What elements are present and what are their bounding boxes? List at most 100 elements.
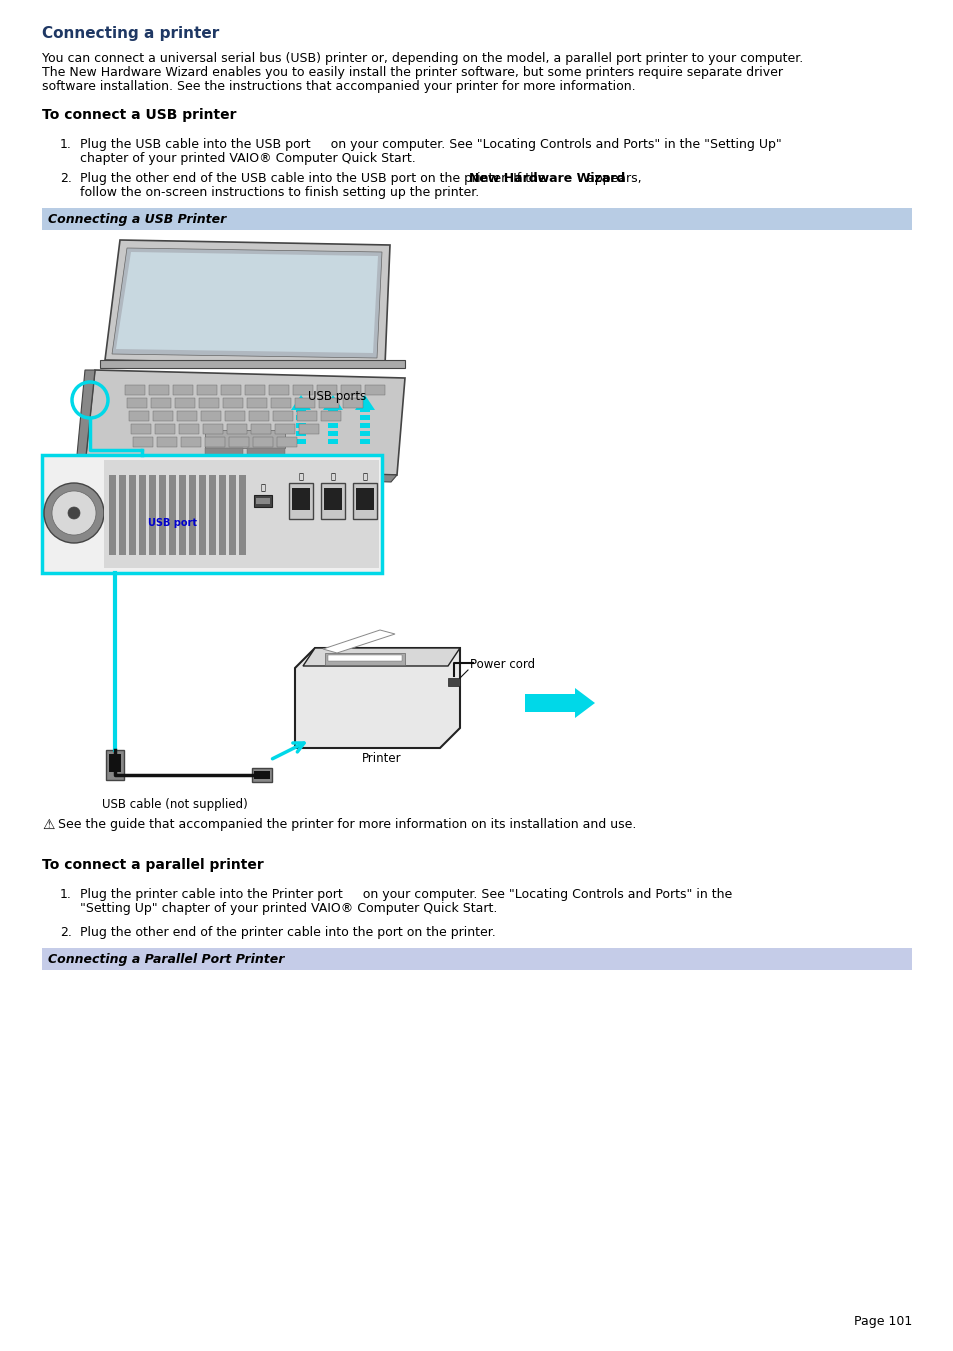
- Bar: [205, 430, 285, 449]
- Bar: [253, 494, 272, 507]
- Bar: [109, 754, 121, 771]
- Bar: [253, 771, 270, 780]
- Bar: [127, 399, 147, 408]
- Bar: [119, 476, 126, 555]
- Text: chapter of your printed VAIO® Computer Quick Start.: chapter of your printed VAIO® Computer Q…: [80, 153, 416, 165]
- Bar: [295, 407, 306, 412]
- Polygon shape: [294, 648, 459, 748]
- Bar: [42, 948, 911, 970]
- Bar: [131, 424, 151, 434]
- Bar: [109, 476, 116, 555]
- Bar: [199, 476, 206, 555]
- Bar: [249, 411, 269, 422]
- Bar: [125, 385, 145, 394]
- Bar: [274, 424, 294, 434]
- Bar: [42, 455, 381, 573]
- Bar: [295, 439, 306, 444]
- Bar: [295, 431, 306, 436]
- Bar: [219, 476, 226, 555]
- Bar: [251, 424, 271, 434]
- Bar: [359, 423, 370, 428]
- Polygon shape: [112, 249, 381, 358]
- Text: New Hardware Wizard: New Hardware Wizard: [468, 172, 624, 185]
- Polygon shape: [105, 240, 390, 365]
- Text: ⫪: ⫪: [298, 471, 303, 481]
- Bar: [448, 678, 459, 686]
- Bar: [159, 476, 166, 555]
- Bar: [273, 411, 293, 422]
- Bar: [106, 750, 124, 780]
- Text: 1.: 1.: [60, 138, 71, 151]
- Bar: [359, 407, 370, 412]
- Polygon shape: [291, 394, 311, 409]
- Text: You can connect a universal serial bus (USB) printer or, depending on the model,: You can connect a universal serial bus (…: [42, 51, 802, 65]
- Bar: [229, 476, 235, 555]
- Bar: [223, 399, 243, 408]
- Bar: [149, 385, 169, 394]
- Bar: [201, 411, 221, 422]
- Bar: [227, 424, 247, 434]
- Bar: [276, 436, 296, 447]
- Bar: [245, 385, 265, 394]
- Text: "Setting Up" chapter of your printed VAIO® Computer Quick Start.: "Setting Up" chapter of your printed VAI…: [80, 902, 497, 915]
- Bar: [295, 423, 306, 428]
- Polygon shape: [323, 630, 395, 653]
- Bar: [295, 415, 306, 420]
- Text: Connecting a printer: Connecting a printer: [42, 26, 219, 41]
- Text: 1.: 1.: [60, 888, 71, 901]
- Bar: [343, 399, 363, 408]
- Bar: [229, 436, 249, 447]
- Circle shape: [68, 507, 80, 519]
- Text: USB port: USB port: [148, 517, 196, 528]
- Text: See the guide that accompanied the printer for more information on its installat: See the guide that accompanied the print…: [58, 817, 636, 831]
- Text: 2.: 2.: [60, 172, 71, 185]
- Bar: [252, 767, 272, 782]
- Bar: [328, 415, 337, 420]
- Bar: [209, 476, 215, 555]
- Text: USB cable (not supplied): USB cable (not supplied): [102, 798, 248, 811]
- Bar: [255, 499, 270, 504]
- Text: Plug the USB cable into the USB port     on your computer. See "Locating Control: Plug the USB cable into the USB port on …: [80, 138, 781, 151]
- Text: ⫪: ⫪: [260, 484, 265, 492]
- Bar: [253, 436, 273, 447]
- Circle shape: [44, 484, 104, 543]
- Polygon shape: [79, 465, 396, 482]
- Bar: [316, 385, 336, 394]
- Bar: [289, 484, 313, 519]
- Text: ⫪: ⫪: [362, 471, 367, 481]
- Bar: [179, 476, 186, 555]
- Bar: [328, 407, 337, 412]
- Bar: [355, 488, 374, 509]
- Polygon shape: [85, 370, 405, 476]
- Bar: [169, 476, 175, 555]
- Bar: [298, 424, 318, 434]
- Text: ⚠: ⚠: [42, 817, 54, 832]
- Bar: [365, 385, 385, 394]
- Bar: [225, 411, 245, 422]
- FancyArrow shape: [524, 688, 595, 717]
- Bar: [359, 439, 370, 444]
- Bar: [129, 411, 149, 422]
- Bar: [149, 476, 156, 555]
- Text: Plug the printer cable into the Printer port     on your computer. See "Locating: Plug the printer cable into the Printer …: [80, 888, 732, 901]
- Text: USB ports: USB ports: [308, 390, 366, 403]
- Text: Plug the other end of the printer cable into the port on the printer.: Plug the other end of the printer cable …: [80, 925, 496, 939]
- Bar: [320, 484, 345, 519]
- Bar: [104, 459, 378, 567]
- Text: Printer: Printer: [362, 753, 401, 765]
- Text: Connecting a Parallel Port Printer: Connecting a Parallel Port Printer: [48, 952, 284, 966]
- Text: software installation. See the instructions that accompanied your printer for mo: software installation. See the instructi…: [42, 80, 635, 93]
- Bar: [247, 399, 267, 408]
- Bar: [328, 655, 401, 661]
- Bar: [293, 385, 313, 394]
- Polygon shape: [116, 253, 377, 353]
- Bar: [269, 385, 289, 394]
- Bar: [42, 208, 911, 230]
- Polygon shape: [77, 370, 95, 465]
- Bar: [296, 411, 316, 422]
- Bar: [247, 449, 285, 457]
- Bar: [328, 423, 337, 428]
- Bar: [151, 399, 171, 408]
- Bar: [292, 488, 310, 509]
- Bar: [318, 399, 338, 408]
